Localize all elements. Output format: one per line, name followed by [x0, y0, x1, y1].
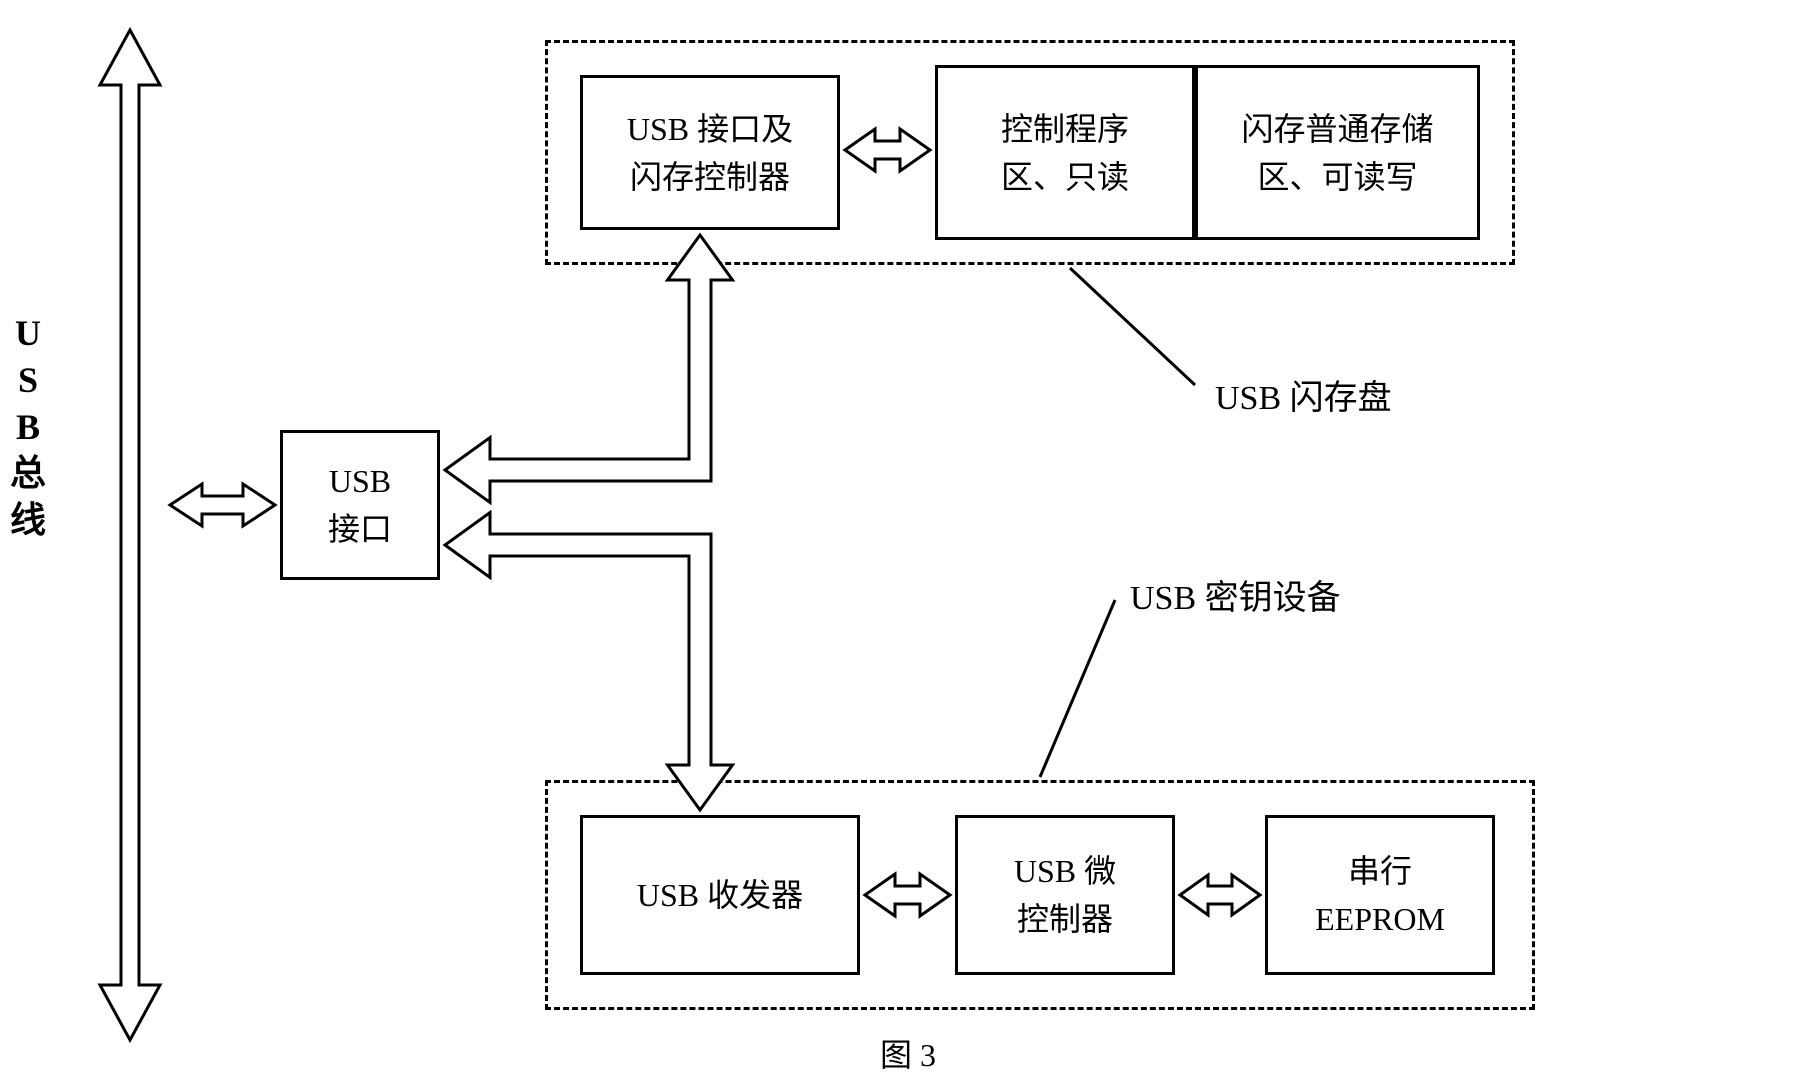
label-key-device-text: USB 密钥设备	[1130, 580, 1341, 617]
lead-line-flash	[1068, 266, 1197, 387]
label-flash-disk-text: USB 闪存盘	[1215, 380, 1392, 417]
node-usb-transceiver-label: USB 收发器	[637, 871, 803, 919]
lead-line-key	[1038, 598, 1117, 779]
node-ctrl-prog-ro: 控制程序区、只读	[935, 65, 1195, 240]
figure-caption: 图 3	[880, 1030, 936, 1076]
node-usb-mcu: USB 微控制器	[955, 815, 1175, 975]
figure-caption-text: 图 3	[880, 1037, 936, 1073]
label-flash-disk: USB 闪存盘	[1215, 370, 1392, 419]
arrow-bus-to-iface	[168, 482, 277, 528]
label-key-device: USB 密钥设备	[1130, 570, 1341, 619]
node-serial-eeprom: 串行EEPROM	[1265, 815, 1495, 975]
node-flash-rw-label: 闪存普通存储区、可读写	[1241, 105, 1433, 201]
node-flash-rw: 闪存普通存储区、可读写	[1195, 65, 1480, 240]
bus-arrow	[98, 28, 162, 1042]
arrow-ctrl-to-mem	[843, 127, 932, 173]
node-serial-eeprom-label: 串行EEPROM	[1315, 847, 1445, 943]
bus-label: USB总线	[10, 310, 46, 544]
arrow-iface-to-key	[380, 480, 765, 875]
node-usb-mcu-label: USB 微控制器	[1014, 847, 1116, 943]
node-ctrl-prog-ro-label: 控制程序区、只读	[1001, 105, 1129, 201]
arrow-trx-to-mcu	[863, 872, 952, 918]
arrow-mcu-to-eeprom	[1178, 873, 1262, 917]
